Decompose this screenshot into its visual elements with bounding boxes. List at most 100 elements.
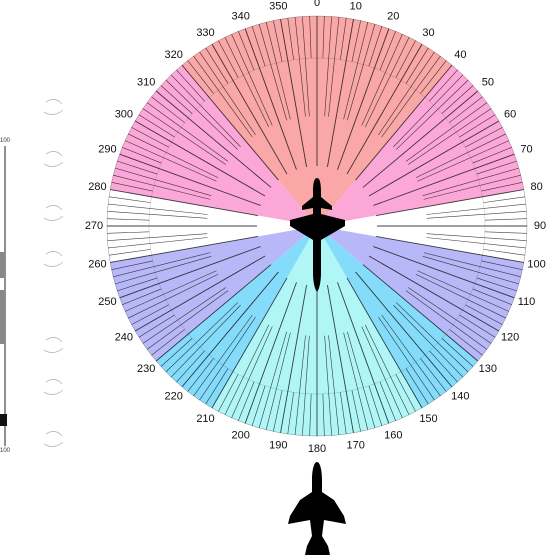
bearing-label: 160	[384, 429, 402, 441]
bearing-tick	[408, 287, 492, 344]
bearing-tick	[368, 255, 500, 332]
bearing-tick	[113, 252, 211, 278]
bearing-tick	[108, 249, 151, 256]
bearing-tick	[378, 51, 435, 135]
scan-mark	[43, 379, 64, 395]
bearing-tick	[125, 270, 217, 312]
bearing-tick	[151, 329, 185, 356]
bearing-tick	[441, 338, 474, 367]
aircraft-top-icon	[290, 178, 345, 292]
bearing-tick	[449, 96, 483, 123]
bearing-tick	[131, 304, 169, 325]
strip-block	[0, 252, 5, 278]
bearing-tick	[218, 374, 239, 412]
bearing-tick	[395, 79, 469, 150]
bearing-tick	[324, 16, 332, 117]
bearing-tick	[340, 392, 347, 435]
bearing-tick	[107, 233, 208, 241]
bearing-tick	[346, 43, 423, 175]
bearing-label: 140	[451, 391, 469, 403]
bearing-tick	[426, 233, 527, 241]
bearing-tick	[420, 358, 447, 392]
bearing-tick	[364, 324, 410, 415]
bearing-tick	[362, 264, 479, 362]
bearing-tick	[110, 235, 258, 263]
bearing-tick	[441, 85, 474, 114]
bearing-tick	[134, 120, 266, 197]
sector-aft-left	[110, 226, 317, 361]
bearing-tick	[238, 381, 255, 421]
bearing-tick	[122, 288, 162, 305]
bearing-tick	[484, 218, 527, 221]
bearing-tick	[361, 326, 403, 418]
bearing-label: 250	[98, 296, 116, 308]
bearing-tick	[165, 79, 239, 150]
bearing-tick	[483, 249, 526, 256]
strip-block	[0, 414, 7, 426]
bearing-label: 100	[527, 259, 545, 271]
bearing-tick	[231, 326, 273, 418]
bearing-tick	[294, 17, 306, 117]
bearing-tick	[108, 237, 208, 249]
bearing-tick	[231, 34, 273, 126]
bearing-tick	[368, 385, 383, 426]
bearing-tick	[170, 74, 241, 148]
scan-mark	[43, 151, 64, 167]
bearing-tick	[110, 189, 258, 217]
bearing-tick	[465, 127, 503, 148]
bearing-tick	[107, 231, 150, 234]
bearing-tick	[151, 96, 185, 123]
bearing-tick	[426, 237, 526, 249]
bearing-tick	[405, 368, 429, 405]
bearing-tick	[422, 256, 519, 285]
bearing-tick	[142, 287, 226, 344]
scan-artifacts	[43, 99, 64, 447]
bearing-label: 280	[88, 181, 106, 193]
bearing-tick	[287, 17, 294, 60]
bearing-tick	[205, 368, 229, 405]
bearing-tick	[244, 282, 297, 424]
scan-mark	[43, 99, 64, 115]
bearing-tick	[181, 271, 279, 388]
bearing-tick	[395, 374, 416, 412]
bearing-tick	[280, 285, 308, 433]
bearing-label: 120	[501, 331, 519, 343]
bearing-tick	[193, 314, 253, 397]
bearing-tick	[193, 55, 253, 138]
bearing-tick	[322, 16, 325, 59]
bearing-label: 310	[137, 77, 155, 89]
bearing-tick	[459, 114, 496, 138]
bearing-tick	[199, 51, 256, 135]
bearing-tick	[395, 302, 469, 373]
bearing-tick	[484, 231, 527, 234]
bearing-tick	[355, 271, 453, 388]
bearing-tick	[326, 19, 354, 167]
sector-aft-right	[317, 226, 524, 361]
sector-rear-right	[317, 226, 478, 408]
bearing-tick	[108, 203, 208, 215]
bearing-tick	[111, 260, 153, 270]
bearing-tick	[294, 335, 306, 435]
bearing-tick	[408, 108, 492, 165]
bearing-tick	[343, 332, 369, 430]
bearing-tick	[347, 331, 376, 428]
bearing-tick	[376, 235, 524, 263]
bearing-tick	[347, 24, 376, 121]
bearing-tick	[373, 246, 515, 299]
bearing-tick	[368, 26, 383, 67]
bearing-tick	[273, 390, 283, 432]
bearing-label: 290	[98, 144, 116, 156]
bearing-tick	[258, 24, 287, 121]
bearing-label: 230	[137, 363, 155, 375]
sector-front-left	[110, 65, 317, 226]
bearing-tick	[449, 329, 483, 356]
bearing-tick	[379, 31, 396, 71]
bearing-tick	[199, 317, 256, 401]
bearing-tick	[142, 108, 226, 165]
bearing-tick	[481, 182, 523, 192]
bearing-tick	[381, 314, 441, 397]
bearing-tick	[265, 22, 291, 120]
bearing-tick	[483, 196, 526, 203]
bearing-tick	[160, 85, 193, 114]
bearing-tick	[138, 114, 175, 138]
